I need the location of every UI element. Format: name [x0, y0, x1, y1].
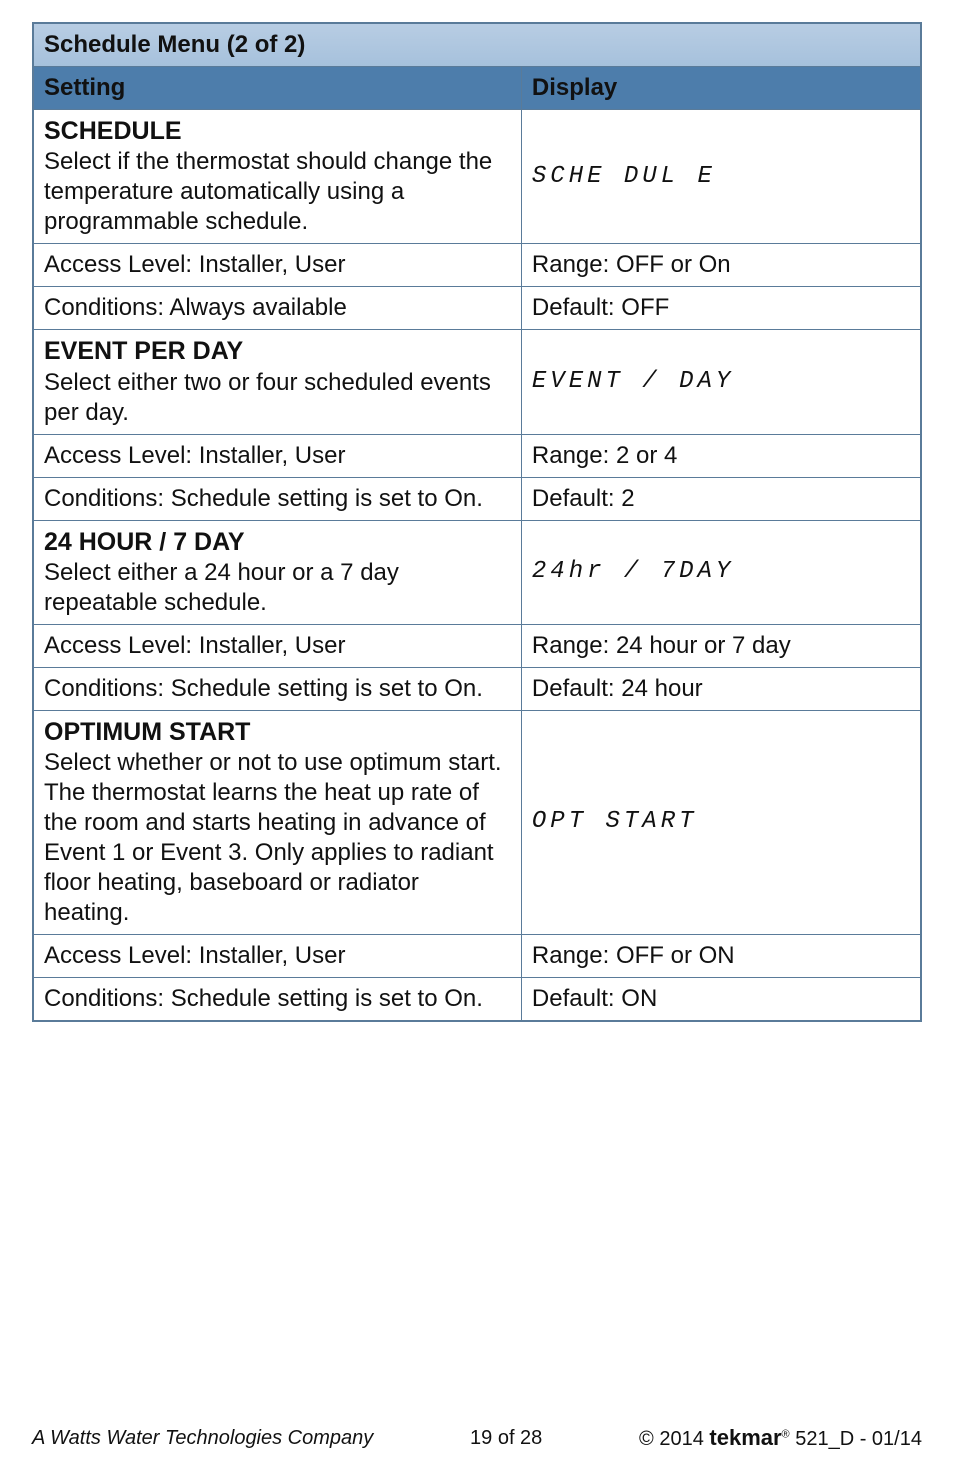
page: Schedule Menu (2 of 2) Setting Display S… [0, 0, 954, 1475]
table-row: EVENT PER DAY Select either two or four … [33, 330, 921, 434]
conditions-cell: Conditions: Always available [33, 287, 521, 330]
range-cell: Range: 2 or 4 [521, 434, 921, 477]
table-title: Schedule Menu (2 of 2) [33, 23, 921, 67]
default-cell: Default: 24 hour [521, 667, 921, 710]
footer-copyright: © 2014 [639, 1428, 709, 1450]
setting-desc: Select whether or not to use optimum sta… [44, 749, 502, 926]
display-cell: SCHE DUL E [521, 110, 921, 244]
table-row: Access Level: Installer, User Range: OFF… [33, 244, 921, 287]
table-row: 24 HOUR / 7 DAY Select either a 24 hour … [33, 520, 921, 624]
display-cell: EVENT / DAY [521, 330, 921, 434]
range-cell: Range: 24 hour or 7 day [521, 624, 921, 667]
header-display: Display [521, 67, 921, 110]
setting-cell: OPTIMUM START Select whether or not to u… [33, 710, 521, 934]
table-row: SCHEDULE Select if the thermostat should… [33, 110, 921, 244]
table-row: Access Level: Installer, User Range: 24 … [33, 624, 921, 667]
access-cell: Access Level: Installer, User [33, 935, 521, 978]
table-row: Conditions: Schedule setting is set to O… [33, 477, 921, 520]
access-cell: Access Level: Installer, User [33, 624, 521, 667]
setting-cell: SCHEDULE Select if the thermostat should… [33, 110, 521, 244]
footer-center: 19 of 28 [470, 1427, 542, 1450]
conditions-cell: Conditions: Schedule setting is set to O… [33, 667, 521, 710]
brand-name: tekmar [709, 1425, 781, 1450]
setting-desc: Select either two or four scheduled even… [44, 369, 491, 426]
access-cell: Access Level: Installer, User [33, 434, 521, 477]
default-cell: Default: 2 [521, 477, 921, 520]
setting-cell: 24 HOUR / 7 DAY Select either a 24 hour … [33, 520, 521, 624]
footer-left: A Watts Water Technologies Company [32, 1427, 373, 1450]
conditions-cell: Conditions: Schedule setting is set to O… [33, 477, 521, 520]
title-row: Schedule Menu (2 of 2) [33, 23, 921, 67]
footer-doc-id: 521_D - 01/14 [790, 1428, 922, 1450]
page-footer: A Watts Water Technologies Company 19 of… [0, 1425, 954, 1451]
setting-name: EVENT PER DAY [44, 337, 243, 365]
table-row: Conditions: Schedule setting is set to O… [33, 667, 921, 710]
table-row: Access Level: Installer, User Range: OFF… [33, 935, 921, 978]
range-cell: Range: OFF or On [521, 244, 921, 287]
table-row: Conditions: Schedule setting is set to O… [33, 978, 921, 1022]
setting-name: OPTIMUM START [44, 718, 250, 746]
setting-name: SCHEDULE [44, 117, 182, 145]
schedule-menu-table: Schedule Menu (2 of 2) Setting Display S… [32, 22, 922, 1022]
setting-name: 24 HOUR / 7 DAY [44, 528, 245, 556]
setting-desc: Select if the thermostat should change t… [44, 148, 492, 235]
setting-cell: EVENT PER DAY Select either two or four … [33, 330, 521, 434]
table-row: Access Level: Installer, User Range: 2 o… [33, 434, 921, 477]
header-row: Setting Display [33, 67, 921, 110]
header-setting: Setting [33, 67, 521, 110]
access-cell: Access Level: Installer, User [33, 244, 521, 287]
table-row: Conditions: Always available Default: OF… [33, 287, 921, 330]
footer-right: © 2014 tekmar® 521_D - 01/14 [639, 1425, 922, 1451]
default-cell: Default: ON [521, 978, 921, 1022]
default-cell: Default: OFF [521, 287, 921, 330]
brand-reg-icon: ® [782, 1428, 790, 1440]
display-cell: OPT START [521, 710, 921, 934]
setting-desc: Select either a 24 hour or a 7 day repea… [44, 559, 399, 616]
table-row: OPTIMUM START Select whether or not to u… [33, 710, 921, 934]
display-cell: 24hr / 7DAY [521, 520, 921, 624]
range-cell: Range: OFF or ON [521, 935, 921, 978]
conditions-cell: Conditions: Schedule setting is set to O… [33, 978, 521, 1022]
